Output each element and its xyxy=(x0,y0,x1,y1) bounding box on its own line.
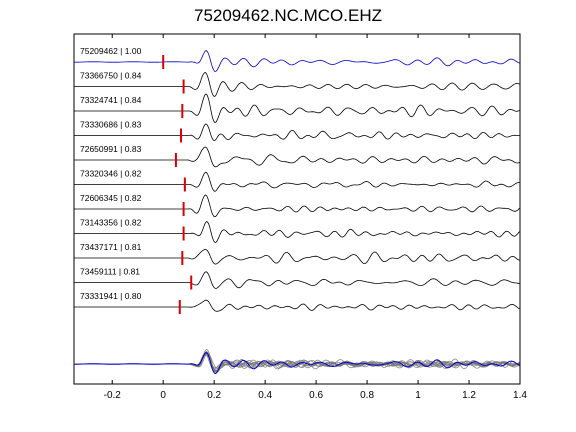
trace-label: 73143356 | 0.82 xyxy=(80,218,142,228)
trace-waveform xyxy=(74,221,520,243)
trace-label: 72650991 | 0.83 xyxy=(80,144,142,154)
trace-label: 73459111 | 0.81 xyxy=(80,267,140,277)
trace-waveform xyxy=(74,194,520,218)
trace-waveform xyxy=(74,146,520,168)
trace-labels: 75209462 | 1.00 73366750 | 0.84 73324741 |… xyxy=(80,46,142,301)
x-tick-label: 0 xyxy=(160,390,166,401)
stack-trace xyxy=(74,351,520,373)
trace-waveform xyxy=(74,248,520,265)
x-tick-label: 1.4 xyxy=(513,390,527,401)
chart-title: 75209462.NC.MCO.EHZ xyxy=(193,6,383,25)
trace-waveform xyxy=(74,271,520,289)
picks-layer xyxy=(162,55,193,314)
trace-label: 73366750 | 0.84 xyxy=(80,71,142,81)
trace-waveform xyxy=(74,50,520,72)
x-tick-label: 0.6 xyxy=(309,390,323,401)
trace-label: 73320346 | 0.82 xyxy=(80,169,142,179)
x-tick-label: 0.2 xyxy=(207,390,221,401)
x-tick-label: 1 xyxy=(415,390,421,401)
trace-waveform xyxy=(74,72,520,97)
traces-layer xyxy=(74,50,520,312)
trace-waveform xyxy=(74,93,520,123)
trace-label: 72606345 | 0.82 xyxy=(80,193,142,203)
stack-reference xyxy=(74,352,520,375)
trace-label: 73324741 | 0.84 xyxy=(80,95,142,105)
trace-label: 73437171 | 0.81 xyxy=(80,242,142,252)
trace-label: 75209462 | 1.00 xyxy=(80,46,142,56)
trace-waveform xyxy=(74,171,520,192)
x-tick-label: 0.8 xyxy=(360,390,374,401)
trace-label: 73330686 | 0.83 xyxy=(80,120,142,130)
x-tick-label: -0.2 xyxy=(104,390,122,401)
trace-label: 73331941 | 0.80 xyxy=(80,291,142,301)
stack-layer xyxy=(74,348,520,375)
x-tick-label: 0.4 xyxy=(258,390,272,401)
trace-waveform xyxy=(74,123,520,141)
x-axis: -0.2 0 0.2 0.4 0.6 0.8 1 1.2 1.4 xyxy=(104,34,527,401)
x-tick-label: 1.2 xyxy=(462,390,476,401)
trace-waveform xyxy=(74,299,520,312)
